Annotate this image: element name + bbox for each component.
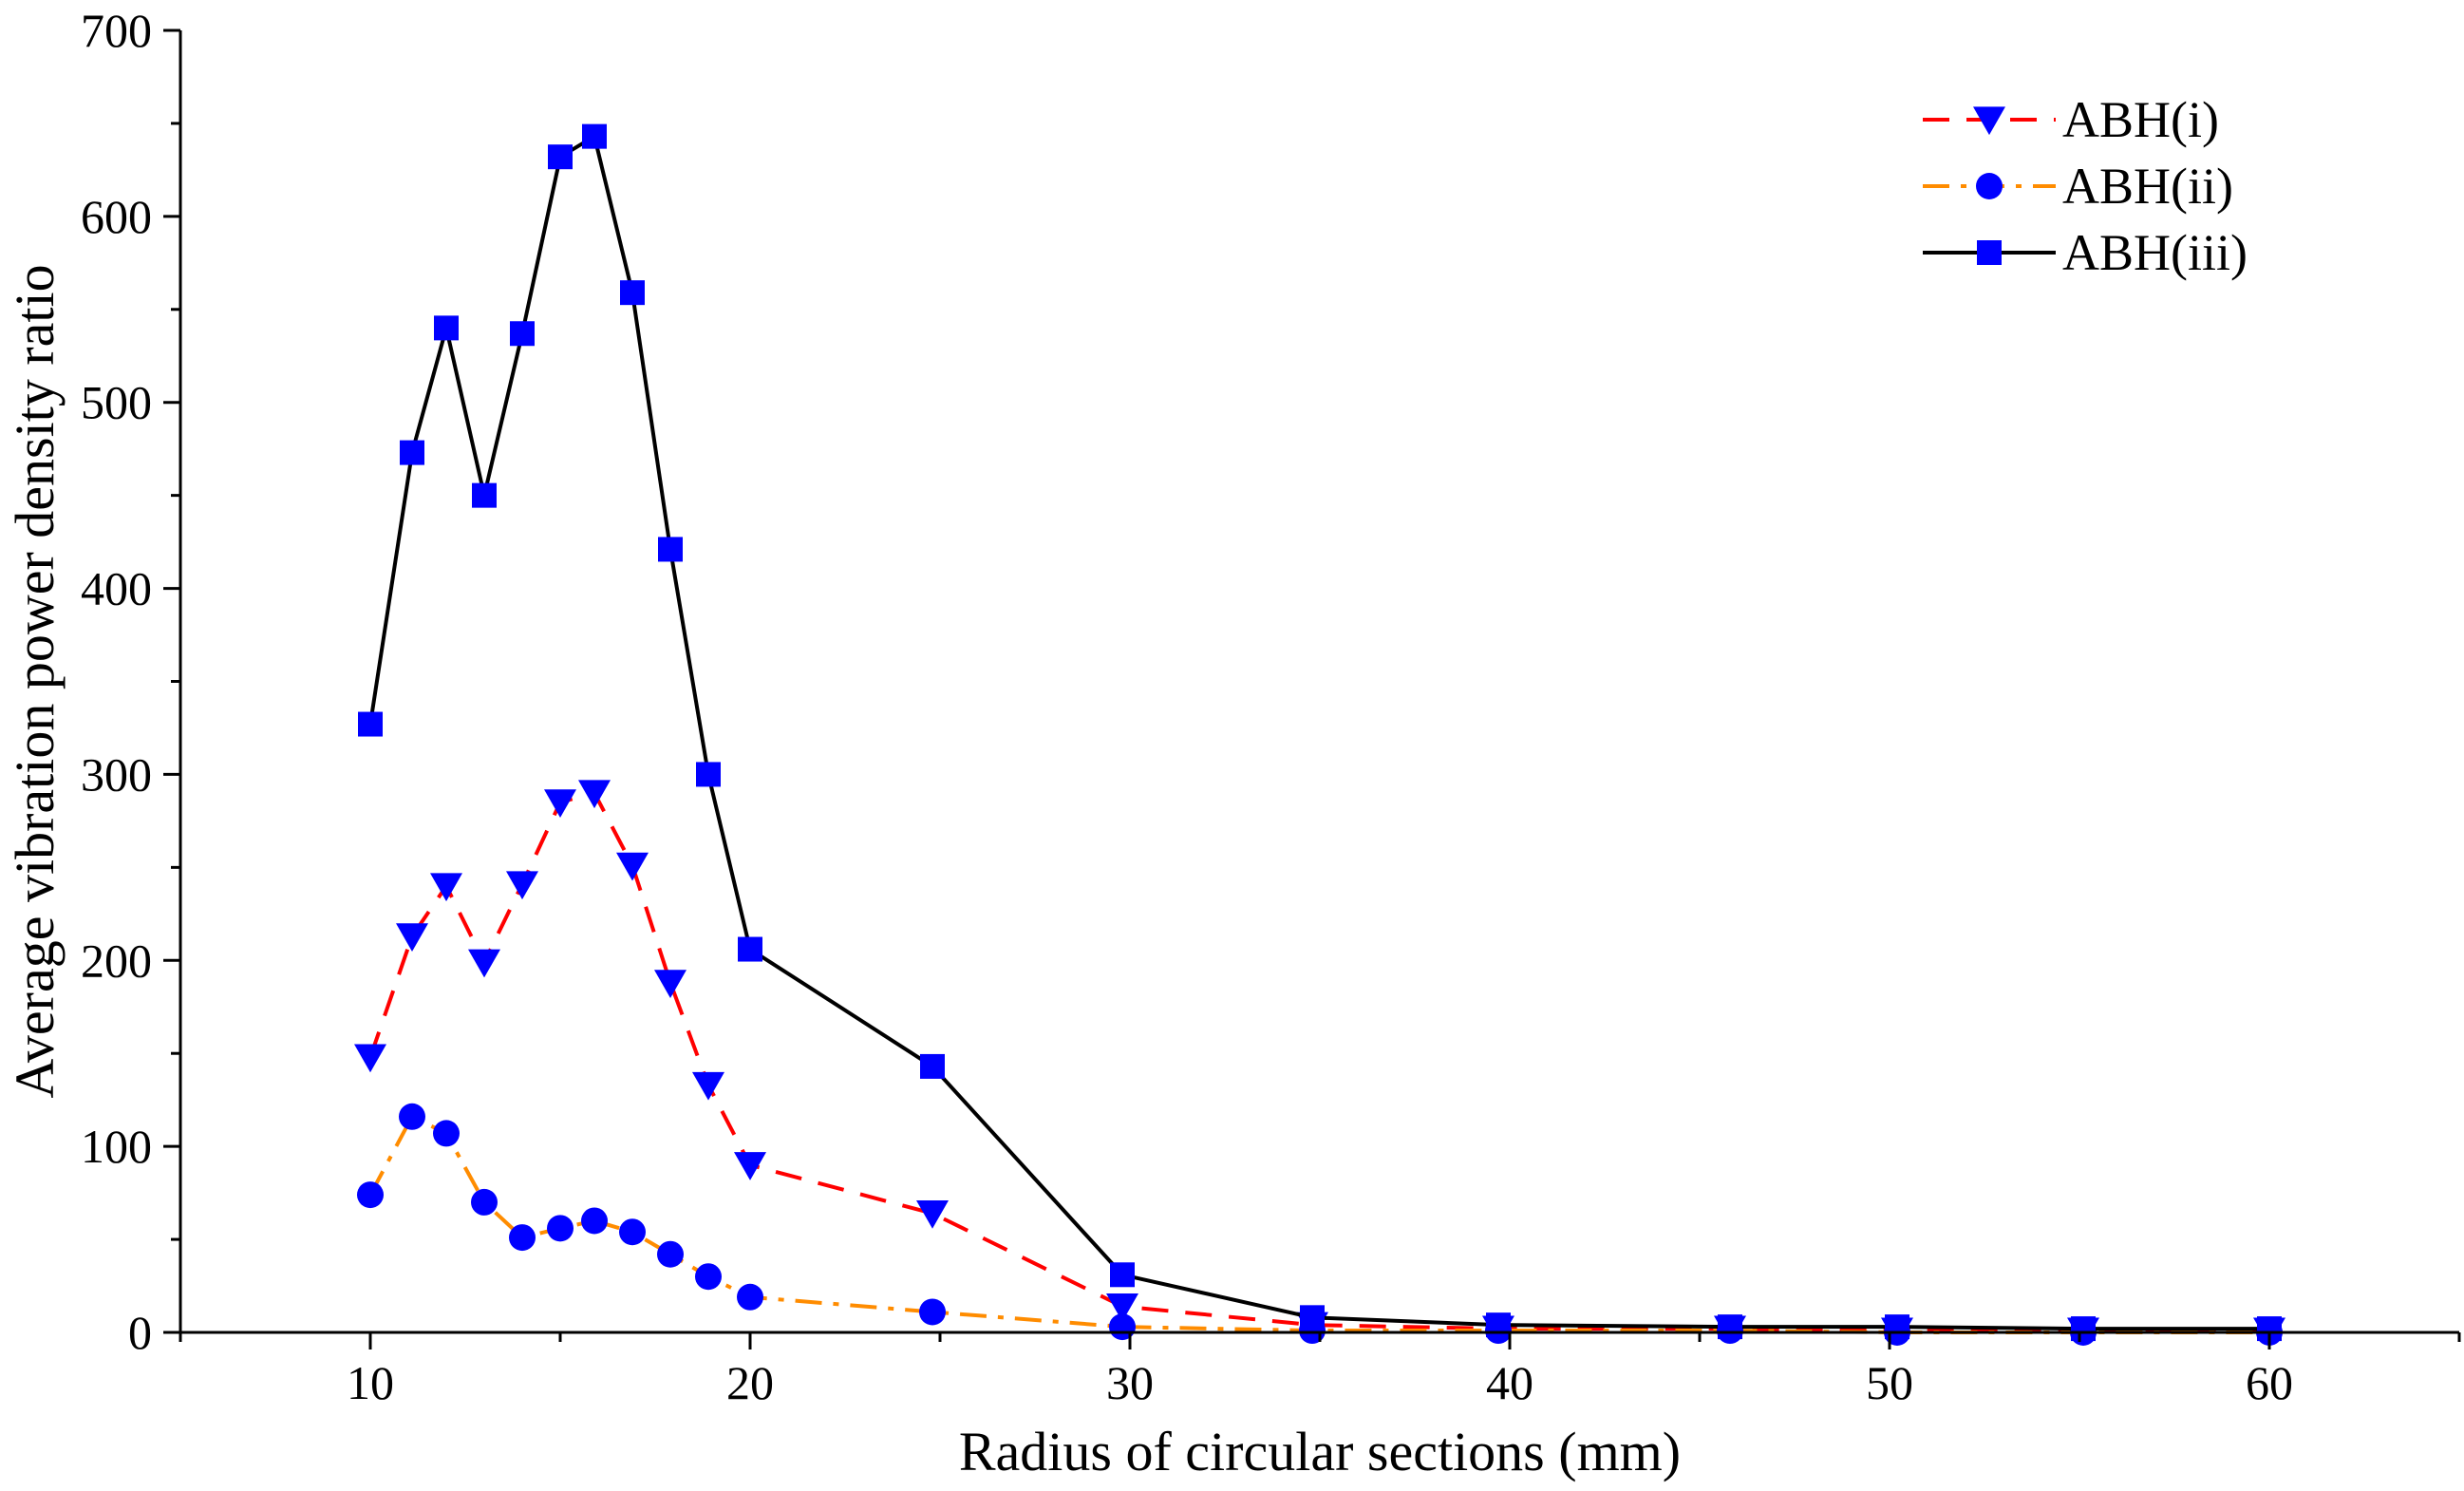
series-line — [368, 1114, 2269, 1334]
data-point — [692, 1071, 724, 1101]
y-tick-label: 300 — [81, 747, 152, 801]
data-point — [400, 440, 424, 465]
data-point — [468, 949, 500, 978]
data-point — [738, 936, 762, 962]
data-point — [433, 1120, 460, 1147]
y-tick-label: 700 — [81, 4, 152, 57]
data-point — [620, 280, 645, 306]
data-point — [695, 1263, 722, 1291]
y-tick-label: 600 — [81, 190, 152, 243]
y-tick-label: 100 — [81, 1120, 152, 1173]
x-tick-label: 30 — [1106, 1356, 1154, 1409]
legend-item: ABH(ii) — [1923, 158, 2233, 215]
data-point — [581, 1207, 608, 1235]
y-tick-label: 400 — [81, 562, 152, 615]
data-point — [354, 1044, 386, 1073]
y-tick-label: 500 — [81, 376, 152, 429]
legend-label: ABH(ii) — [2062, 158, 2233, 215]
legend-label: ABH(i) — [2062, 91, 2219, 148]
data-point — [616, 852, 649, 881]
x-tick-label: 20 — [726, 1356, 774, 1409]
y-axis-label: Average vibration power density ratio — [4, 264, 66, 1098]
data-point — [1300, 1305, 1325, 1331]
x-tick-label: 10 — [347, 1356, 394, 1409]
data-point — [737, 1283, 763, 1311]
data-point — [916, 1200, 949, 1229]
series-line — [368, 134, 2269, 1331]
legend-marker — [1976, 173, 2003, 199]
data-point — [1718, 1314, 1742, 1340]
y-tick-label: 200 — [81, 934, 152, 987]
legend: ABH(i) ABH(ii) ABH(iii) — [1923, 91, 2248, 281]
data-point — [658, 537, 683, 562]
legend-marker — [1977, 240, 2002, 265]
plot-area — [354, 123, 2285, 1347]
data-point — [548, 144, 573, 170]
data-point — [919, 1298, 946, 1326]
data-point — [547, 1215, 574, 1242]
legend-item: ABH(i) — [1923, 91, 2219, 148]
data-point — [396, 923, 428, 952]
y-tick-label: 0 — [128, 1306, 152, 1359]
data-point — [430, 873, 462, 902]
data-point — [544, 789, 576, 818]
data-point — [619, 1218, 646, 1246]
data-point — [920, 1053, 945, 1079]
data-point — [654, 970, 687, 998]
data-point — [657, 1240, 684, 1268]
data-point — [471, 1188, 498, 1216]
x-tick-label: 50 — [1866, 1356, 1913, 1409]
data-point — [434, 315, 459, 341]
data-point — [578, 780, 611, 809]
x-tick-label: 40 — [1486, 1356, 1533, 1409]
data-point — [358, 711, 383, 737]
data-point — [1109, 1313, 1136, 1341]
data-point — [1106, 1293, 1138, 1322]
x-axis-label: Radius of circular sections (mm) — [959, 1421, 1681, 1482]
data-point — [506, 871, 538, 900]
data-point — [357, 1181, 384, 1209]
legend-marker — [1973, 106, 2005, 136]
data-point — [734, 1152, 766, 1180]
series-1 — [354, 780, 2285, 1347]
legend-item: ABH(iii) — [1923, 224, 2248, 281]
data-point — [509, 1224, 536, 1252]
data-point — [399, 1103, 425, 1130]
data-point — [472, 482, 497, 508]
data-point — [696, 762, 721, 787]
data-point — [1110, 1262, 1135, 1288]
legend-label: ABH(iii) — [2062, 224, 2248, 281]
data-point — [510, 321, 535, 347]
series-line — [368, 791, 2269, 1333]
data-point — [582, 123, 607, 149]
data-point — [2071, 1316, 2096, 1342]
series-3 — [358, 123, 2282, 1342]
x-tick-label: 60 — [2246, 1356, 2293, 1409]
